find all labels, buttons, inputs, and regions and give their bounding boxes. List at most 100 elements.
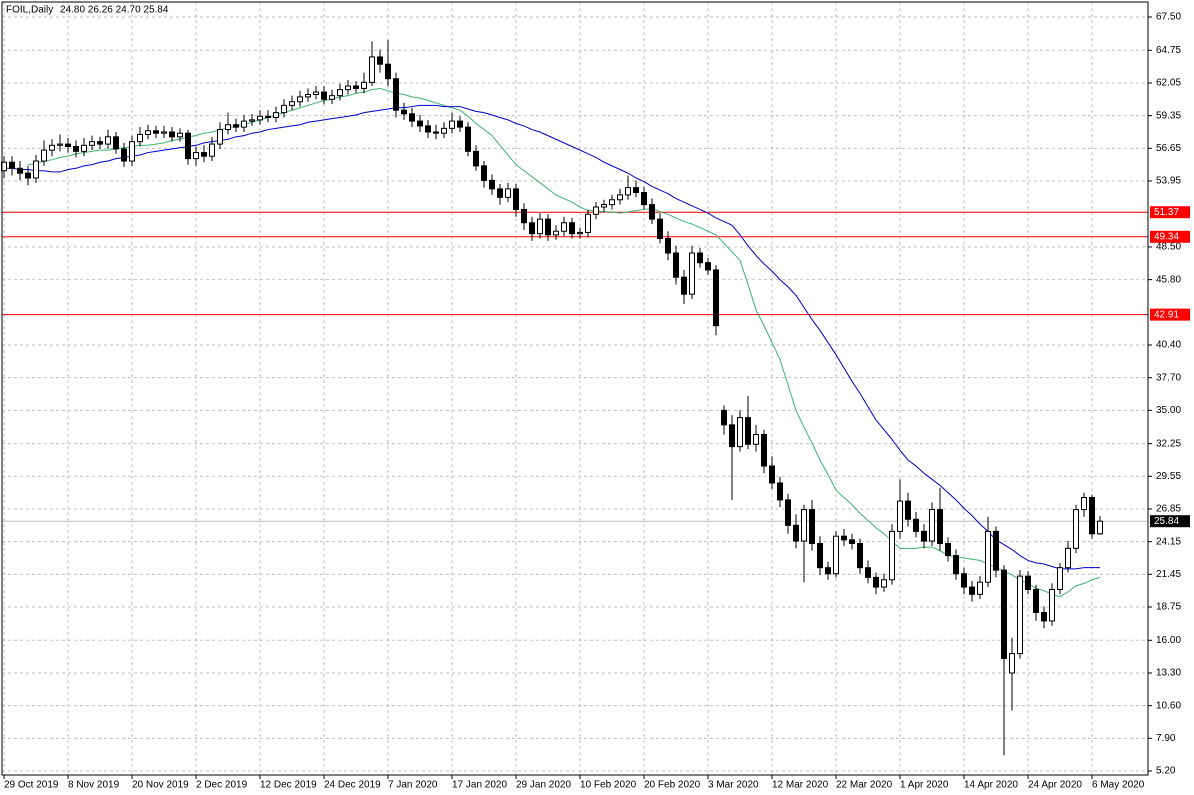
candle-body	[441, 127, 447, 134]
candle-body	[497, 188, 503, 198]
candle-body	[505, 188, 511, 198]
candle-body	[33, 160, 39, 179]
candle-body	[609, 199, 615, 206]
candle-body	[929, 509, 935, 542]
x-tick-label: 10 Feb 2020	[580, 780, 637, 791]
x-tick-label: 17 Jan 2020	[452, 780, 507, 791]
x-tick-label: 24 Apr 2020	[1028, 780, 1082, 791]
candle-body	[209, 143, 215, 157]
y-tick-label: 29.55	[1156, 471, 1181, 482]
candle-body	[745, 417, 751, 445]
candle-body	[705, 262, 711, 271]
candle-body	[513, 188, 519, 210]
x-tick-label: 14 Apr 2020	[964, 780, 1018, 791]
candle-body	[273, 112, 279, 118]
candle-body	[49, 144, 55, 151]
candle-body	[145, 130, 151, 135]
y-tick-label: 16.00	[1156, 635, 1181, 646]
candle-body	[841, 535, 847, 541]
y-tick-label: 45.80	[1156, 274, 1181, 285]
candle-body	[337, 89, 343, 97]
candle-body	[153, 130, 159, 134]
candle-body	[41, 149, 47, 162]
candle-body	[201, 152, 207, 157]
candle-body	[305, 93, 311, 98]
moving-average	[27, 87, 1101, 598]
candle-body	[313, 91, 319, 95]
candle-body	[433, 131, 439, 134]
candle-body	[265, 115, 271, 118]
grid	[2, 2, 1148, 775]
level-label: 51.37	[1154, 207, 1179, 218]
y-tick-label: 64.75	[1156, 45, 1181, 56]
candle-body	[385, 63, 391, 80]
candle-body	[73, 146, 79, 152]
symbol: FOIL,Daily	[6, 5, 53, 16]
y-tick-label: 35.00	[1156, 405, 1181, 416]
x-tick-label: 20 Nov 2019	[132, 780, 189, 791]
y-tick-label: 10.60	[1156, 700, 1181, 711]
candle-body	[161, 131, 167, 134]
candle-body	[113, 136, 119, 150]
candle-body	[249, 119, 255, 122]
candle-body	[713, 269, 719, 327]
y-tick-label: 56.65	[1156, 143, 1181, 154]
plot	[1, 40, 1148, 756]
candle-body	[1049, 588, 1055, 622]
candle-body	[1017, 575, 1023, 655]
candle-body	[425, 125, 431, 133]
candle-body	[753, 434, 759, 445]
candle-body	[105, 136, 111, 145]
last-price-box	[1150, 515, 1190, 528]
y-tick-label: 24.15	[1156, 536, 1181, 547]
x-tick-label: 6 May 2020	[1092, 780, 1145, 791]
candle-body	[369, 56, 375, 83]
candle-body	[545, 218, 551, 236]
candle-body	[561, 222, 567, 232]
candle-body	[865, 567, 871, 578]
candle-body	[409, 113, 415, 122]
candle-body	[633, 187, 639, 193]
candle-body	[913, 518, 919, 532]
candle-body	[1097, 520, 1103, 535]
y-tick-label: 21.45	[1156, 569, 1181, 580]
candle-body	[257, 115, 263, 121]
candle-body	[473, 150, 479, 167]
axis: 67.50 64.75 62.05 59.35 56.65 53.95 48.50 45.80…	[3, 12, 1190, 791]
ohlc-info: 24.80 26.26 24.70 25.84	[60, 5, 169, 16]
level-label-box	[1150, 230, 1190, 243]
candle-body	[849, 539, 855, 544]
level-label: 42.91	[1154, 309, 1179, 320]
y-tick-label: 7.90	[1156, 733, 1176, 744]
candle-body	[793, 524, 799, 542]
candle-body	[321, 91, 327, 100]
candle-body	[537, 218, 543, 235]
candle-body	[129, 141, 135, 162]
candle-body	[1073, 509, 1079, 549]
candle-body	[801, 509, 807, 542]
candle-body	[641, 191, 647, 206]
y-tick-label: 40.40	[1156, 340, 1181, 351]
candle-body	[601, 204, 607, 208]
candle-body	[593, 206, 599, 215]
candle-body	[729, 424, 735, 448]
x-tick-label: 12 Dec 2019	[260, 780, 317, 791]
candle-body	[769, 465, 775, 484]
plot-frame	[1, 1, 1149, 776]
candle-body	[969, 586, 975, 595]
candle-body	[665, 237, 671, 254]
candle-body	[401, 109, 407, 115]
candle-body	[673, 252, 679, 278]
x-tick-label: 20 Feb 2020	[644, 780, 701, 791]
candle-body	[1089, 496, 1095, 535]
y-tick-label: 18.75	[1156, 602, 1181, 613]
candle-body	[825, 567, 831, 575]
x-tick-label: 22 Mar 2020	[836, 780, 893, 791]
candle-body	[833, 535, 839, 575]
candle-body	[617, 194, 623, 201]
candle-body	[297, 96, 303, 103]
candle-body	[289, 101, 295, 106]
y-tick-label: 5.20	[1156, 766, 1176, 777]
candle-body	[465, 126, 471, 152]
